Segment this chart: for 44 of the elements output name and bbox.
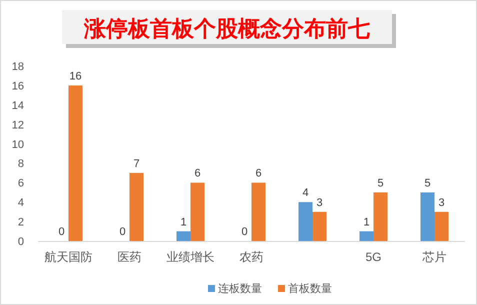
bar <box>360 231 374 241</box>
x-tick-label: 芯片 <box>422 250 446 264</box>
y-tick-label: 14 <box>12 100 24 112</box>
legend-label: 首板数量 <box>288 283 332 295</box>
legend-label: 连板数量 <box>218 283 262 295</box>
x-tick-label: 业绩增长 <box>166 250 214 264</box>
bar <box>68 85 82 241</box>
y-tick-label: 4 <box>18 197 24 210</box>
bar <box>252 182 266 241</box>
data-label: 0 <box>58 226 65 238</box>
data-label: 7 <box>133 158 140 170</box>
data-label: 5 <box>377 177 384 190</box>
bar <box>312 212 326 241</box>
y-tick-label: 2 <box>18 216 24 229</box>
bar <box>420 192 434 241</box>
bar <box>298 202 312 241</box>
data-label: 3 <box>438 196 445 209</box>
y-tick-label: 6 <box>18 178 24 190</box>
y-tick-label: 10 <box>12 138 24 151</box>
y-tick-label: 12 <box>12 119 24 132</box>
y-tick-label: 0 <box>18 236 24 248</box>
data-label: 3 <box>316 196 323 209</box>
data-label: 6 <box>194 168 201 180</box>
data-label: 5 <box>424 177 431 190</box>
data-label: 1 <box>180 216 187 228</box>
data-label: 6 <box>255 168 262 180</box>
x-tick-label: 5G <box>365 250 382 264</box>
bar <box>190 182 204 241</box>
data-label: 0 <box>119 226 126 238</box>
y-tick-label: 18 <box>12 61 24 73</box>
bar <box>434 212 448 241</box>
bar <box>374 192 388 241</box>
y-tick-label: 16 <box>12 80 24 92</box>
x-tick-label: 农药 <box>240 250 264 264</box>
bar <box>130 172 144 241</box>
data-label: 4 <box>302 187 309 200</box>
chart-title: 涨停板首板个股概念分布前七 <box>83 16 370 41</box>
x-tick-label: 医药 <box>118 250 142 264</box>
data-label: 1 <box>363 216 370 228</box>
bar <box>176 231 190 241</box>
data-label: 0 <box>241 226 248 238</box>
x-tick-label: 航天国防 <box>44 250 92 264</box>
y-tick-label: 8 <box>18 158 24 170</box>
data-label: 16 <box>69 70 82 82</box>
